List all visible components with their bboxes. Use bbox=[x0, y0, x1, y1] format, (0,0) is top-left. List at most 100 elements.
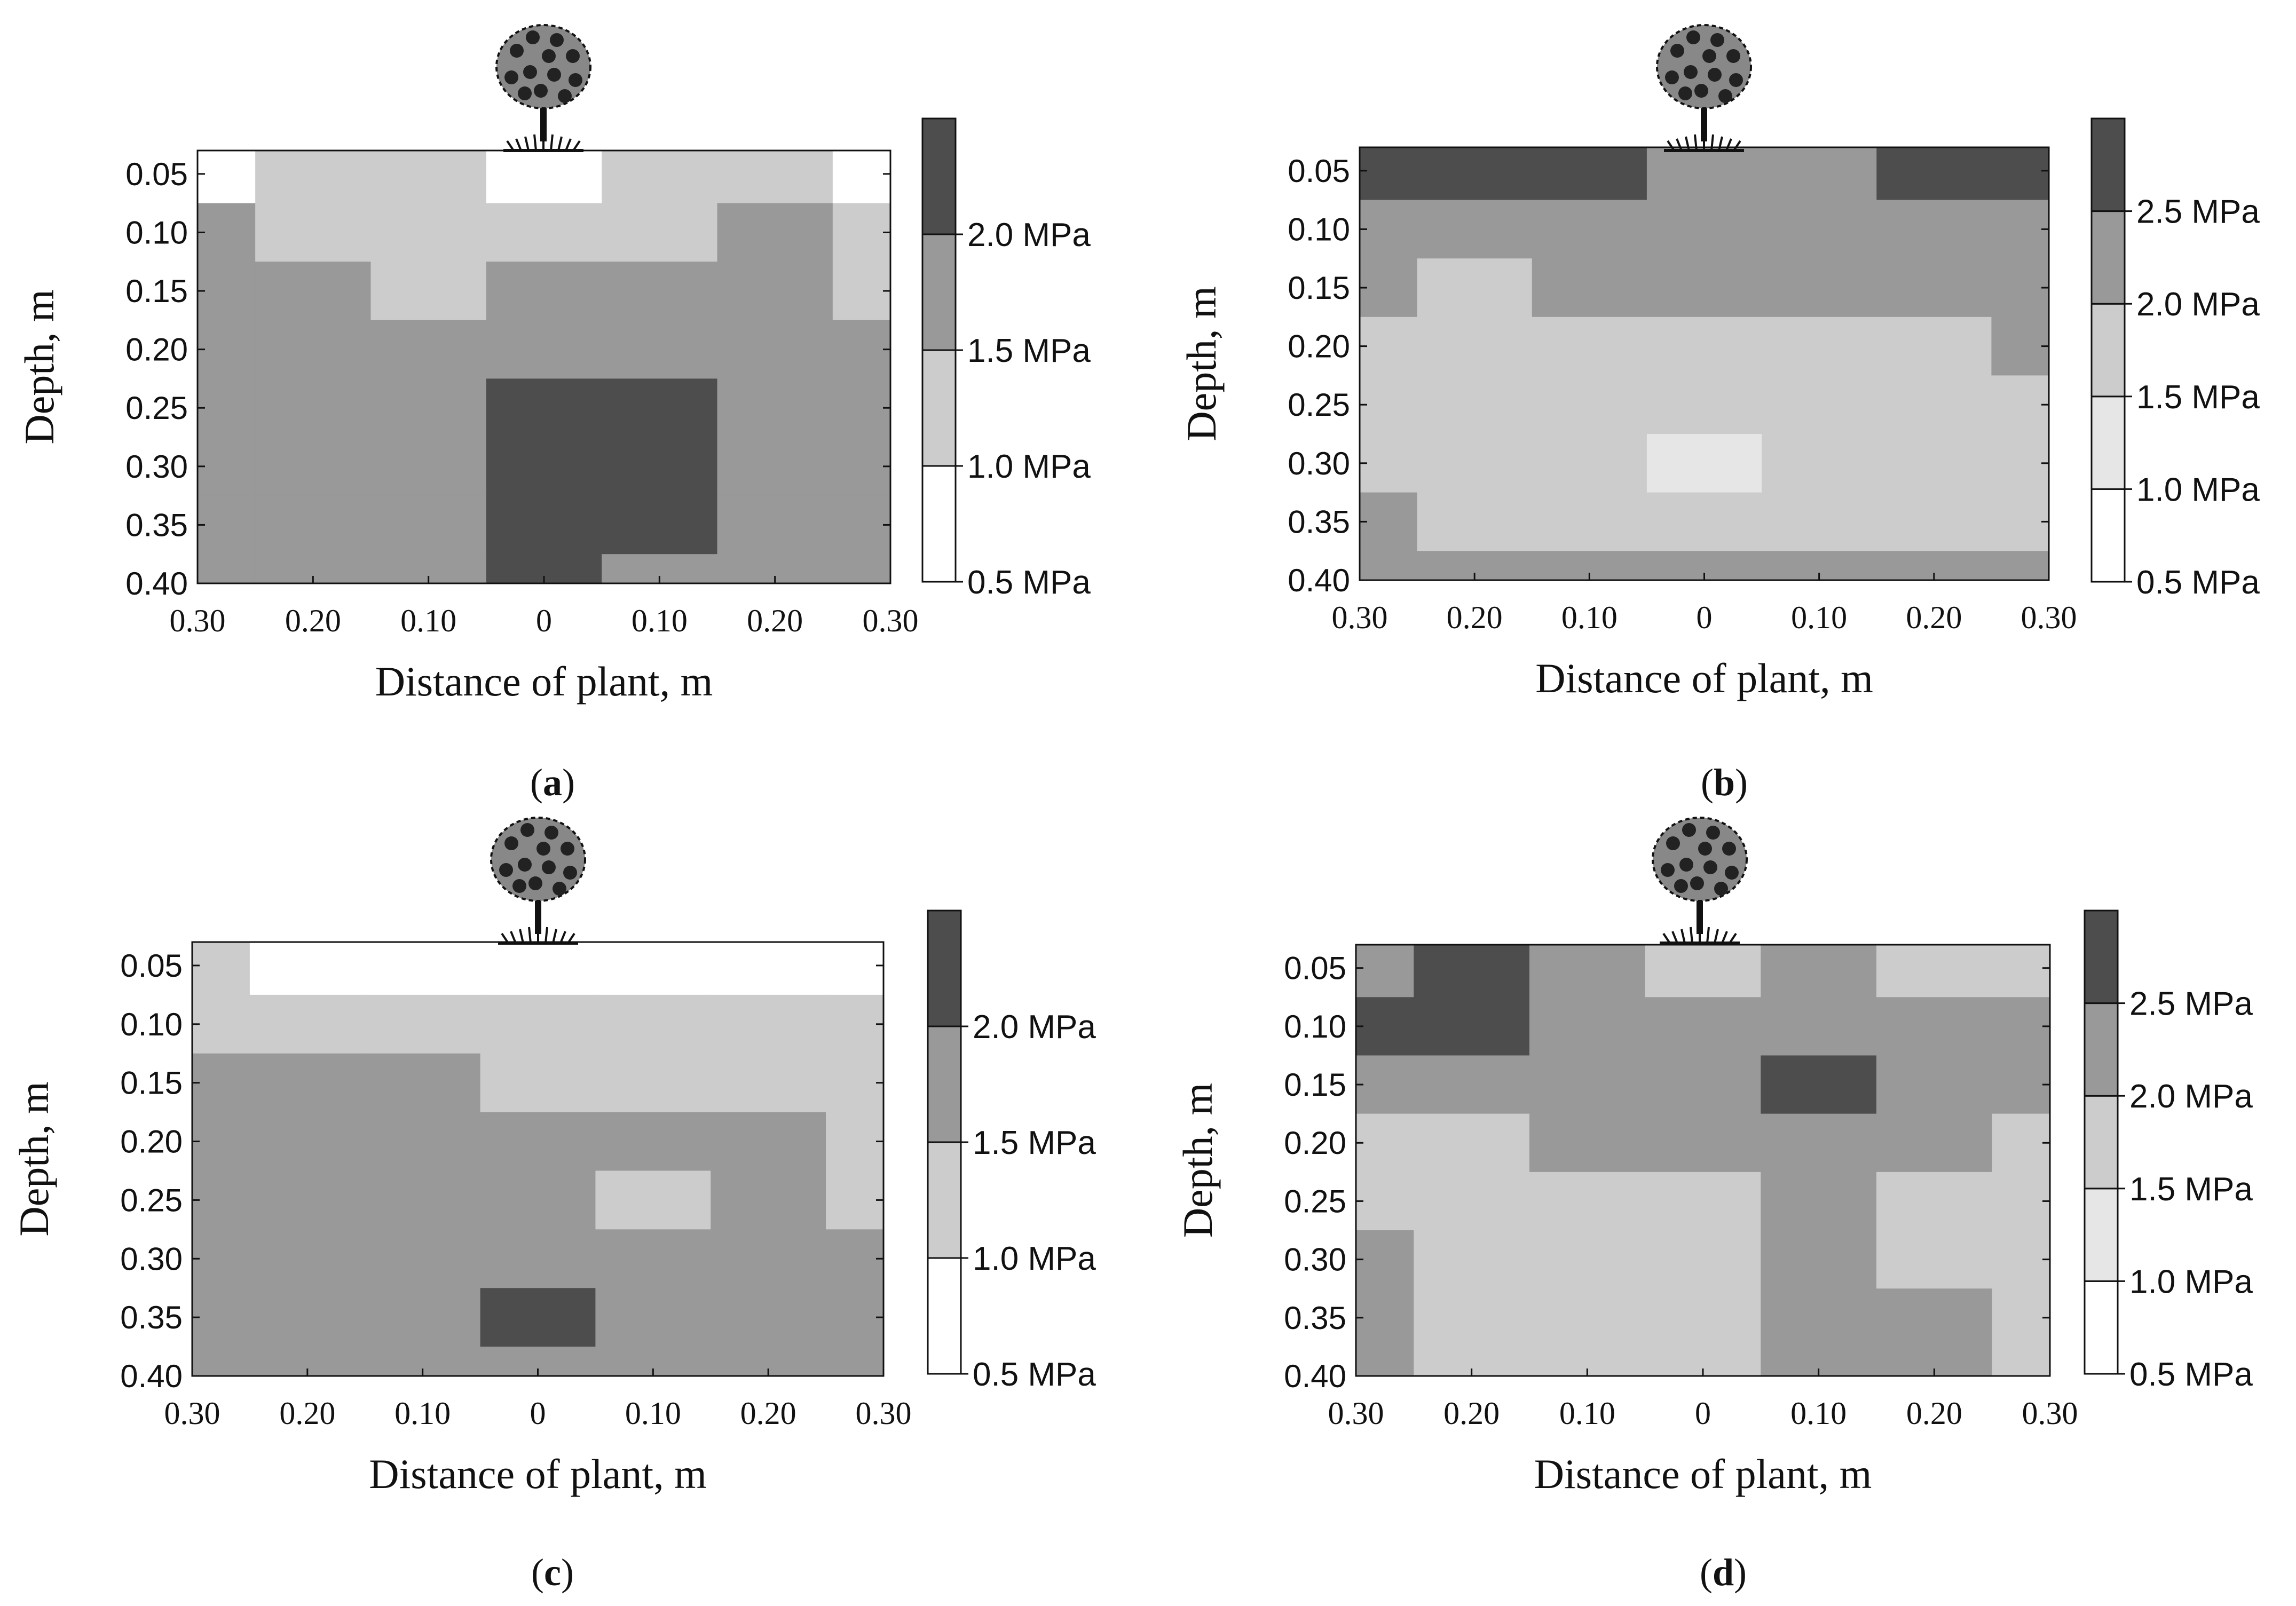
y-axis-title: Depth, m bbox=[11, 1081, 57, 1236]
tree-leaf bbox=[547, 68, 561, 82]
contour-cell bbox=[255, 151, 371, 204]
caption-paren: ( bbox=[531, 1551, 544, 1594]
contour-cell bbox=[1417, 147, 1533, 201]
legend-swatch bbox=[2090, 488, 2126, 583]
contour-cell bbox=[832, 320, 891, 379]
legend-label: 1.0 MPa bbox=[967, 448, 1091, 485]
contour-cell bbox=[1417, 200, 1533, 259]
contour-cell bbox=[1991, 258, 2049, 318]
legend: 0.5 MPa 1.0 MPa 1.5 MPa 2.0 MPa 2.5 MPa bbox=[2090, 117, 2260, 601]
contour-cell bbox=[1992, 1055, 2050, 1114]
contour-cell bbox=[480, 1288, 596, 1347]
tree-leaf bbox=[1729, 73, 1743, 87]
legend-label: 1.5 MPa bbox=[967, 333, 1091, 369]
contour-cell bbox=[1532, 317, 1647, 376]
x-tick-label: 0.20 bbox=[1447, 600, 1503, 635]
contour-cell bbox=[1646, 317, 1762, 376]
tree-leaf bbox=[542, 49, 556, 63]
contour-cell bbox=[370, 437, 487, 496]
caption-paren: ( bbox=[530, 761, 543, 804]
contour-cell bbox=[1356, 1172, 1414, 1231]
contour-cell bbox=[1645, 1113, 1761, 1173]
contour-cell bbox=[1417, 492, 1533, 551]
contour-cells bbox=[1360, 147, 2049, 581]
tree-leaf bbox=[520, 823, 534, 837]
contour-cell bbox=[1992, 1230, 2050, 1289]
y-tick-label: 0.35 bbox=[120, 1300, 183, 1335]
y-tick-label: 0.25 bbox=[120, 1182, 183, 1218]
tree-grass bbox=[524, 136, 530, 151]
tree-leaf bbox=[566, 49, 580, 63]
legend-swatch bbox=[927, 909, 962, 1027]
contour-cell bbox=[711, 1170, 826, 1230]
contour-cell bbox=[480, 1112, 596, 1171]
tree-leaf bbox=[1708, 68, 1722, 82]
y-tick-label: 0.35 bbox=[125, 507, 188, 543]
contour-cell bbox=[832, 378, 891, 438]
tree-leaf bbox=[534, 84, 548, 98]
tree-leaf bbox=[1726, 49, 1740, 63]
contour-cell bbox=[1360, 551, 1418, 581]
contour-cell bbox=[832, 495, 891, 555]
tree-grass bbox=[557, 136, 563, 151]
tree-leaf bbox=[526, 30, 540, 44]
contour-cell bbox=[717, 262, 833, 321]
contour-cell bbox=[711, 1229, 826, 1288]
contour-cell bbox=[1876, 1113, 1993, 1173]
y-tick-label: 0.35 bbox=[1284, 1300, 1346, 1336]
caption-paren: ) bbox=[562, 761, 575, 804]
contour-cell bbox=[1876, 200, 1992, 259]
y-tick-label: 0.05 bbox=[1288, 153, 1350, 189]
contour-cell bbox=[1645, 1172, 1761, 1231]
contour-cell bbox=[1532, 375, 1647, 434]
caption-letter: c bbox=[544, 1551, 561, 1594]
legend-swatch bbox=[2090, 303, 2126, 398]
tree-leaf bbox=[518, 858, 532, 872]
contour-cell bbox=[365, 1288, 481, 1347]
x-tick-label: 0.10 bbox=[632, 603, 688, 638]
chart-panel-d: 0.050.100.150.200.250.300.350.400.30 0.20… bbox=[1174, 817, 2253, 1594]
legend-swatch bbox=[2090, 395, 2126, 490]
contour-cell bbox=[1761, 1172, 1877, 1231]
contour-cell bbox=[370, 320, 487, 379]
tree-grass bbox=[1680, 929, 1686, 944]
contour-cell bbox=[249, 1229, 366, 1288]
contour-cell bbox=[198, 262, 256, 321]
y-tick-label: 0.15 bbox=[120, 1065, 183, 1101]
legend-swatch bbox=[921, 117, 957, 235]
tree-leaf bbox=[1698, 842, 1712, 856]
y-tick-label: 0.40 bbox=[1288, 563, 1350, 598]
contour-cell bbox=[711, 942, 826, 995]
tree-leaf bbox=[512, 879, 526, 893]
y-axis-title: Depth, m bbox=[1174, 1083, 1221, 1238]
tree-leaf bbox=[1714, 882, 1728, 896]
contour-cell bbox=[365, 942, 481, 995]
x-tick-label: 0.10 bbox=[1561, 600, 1618, 635]
contour-cell bbox=[486, 495, 602, 555]
contour-cell bbox=[192, 1170, 250, 1230]
contour-cell bbox=[1761, 945, 1877, 998]
contour-cell bbox=[192, 942, 250, 995]
contour-cell bbox=[370, 151, 487, 204]
contour-cell bbox=[1360, 200, 1418, 259]
caption-paren: ) bbox=[561, 1551, 574, 1594]
contour-cell bbox=[1991, 317, 2049, 376]
x-tick-label: 0 bbox=[530, 1396, 546, 1431]
x-tick-label: 0.30 bbox=[2022, 1396, 2078, 1431]
contour-cell bbox=[198, 203, 256, 262]
contour-cell bbox=[1529, 1230, 1646, 1289]
legend: 0.5 MPa 1.0 MPa 1.5 MPa 2.0 MPa 2.5 MPa bbox=[2084, 909, 2253, 1393]
contour-cell bbox=[1356, 997, 1414, 1056]
x-tick-label: 0.20 bbox=[279, 1396, 335, 1431]
contour-cell bbox=[198, 437, 256, 496]
tree-grass bbox=[1706, 927, 1710, 944]
contour-cell bbox=[1876, 375, 1992, 434]
tree-grass bbox=[1671, 931, 1678, 944]
contour-cell bbox=[486, 320, 602, 379]
x-tick-label: 0.20 bbox=[1443, 1396, 1500, 1431]
y-tick-label: 0.15 bbox=[1288, 270, 1350, 306]
x-tick-label: 0.30 bbox=[1332, 600, 1388, 635]
tree-leaf bbox=[1665, 70, 1679, 84]
legend-swatch bbox=[2084, 909, 2119, 1004]
